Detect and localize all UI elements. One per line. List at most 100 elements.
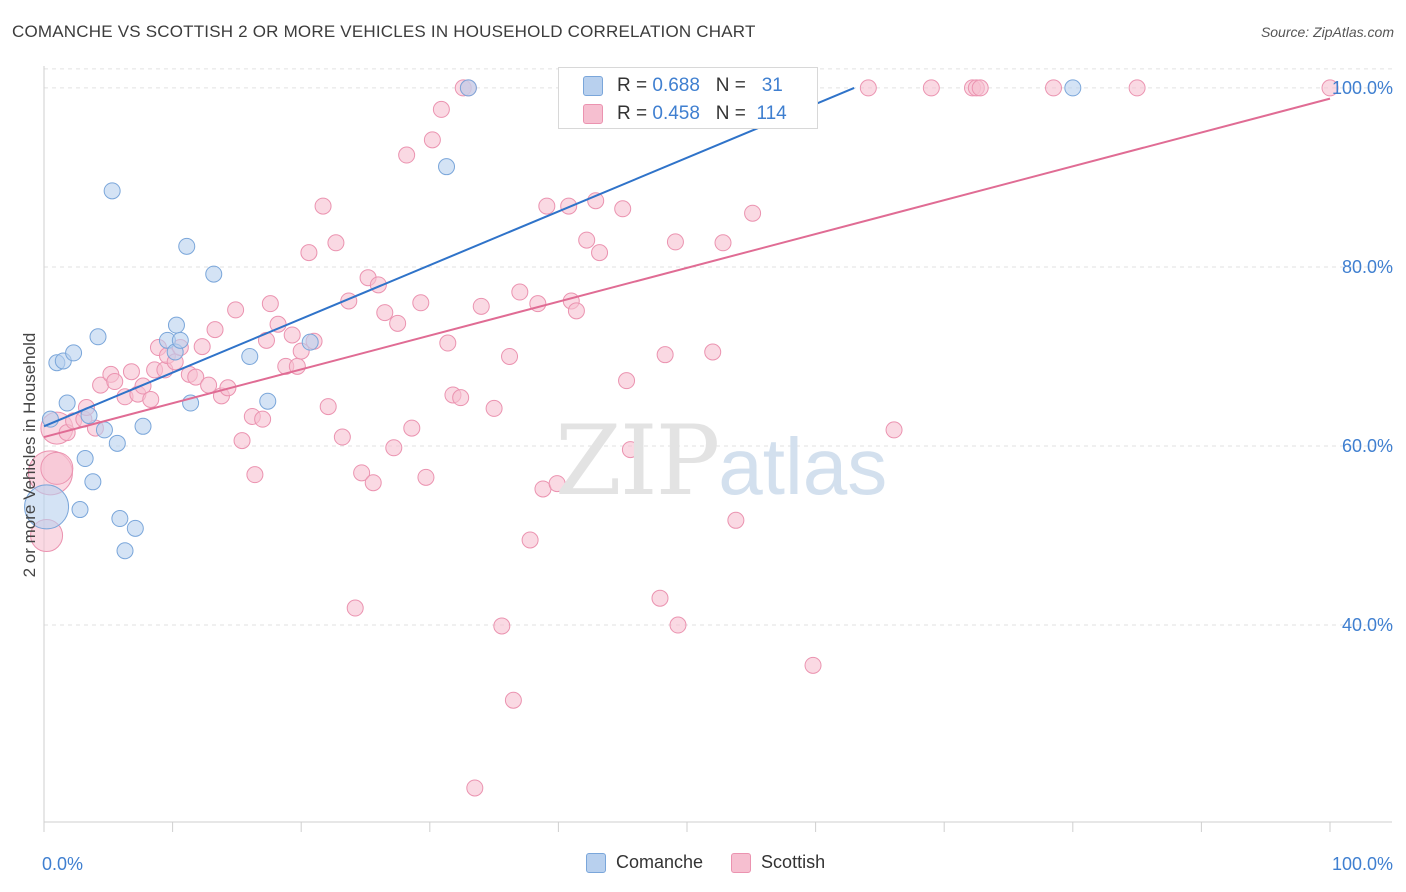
- comanche-point: [103, 182, 121, 200]
- scottish-point: [246, 466, 264, 484]
- r-value: 0.688: [652, 75, 700, 96]
- scottish-point: [614, 200, 632, 218]
- scottish-point: [511, 283, 529, 301]
- scottish-point: [283, 326, 301, 344]
- scottish-point: [254, 410, 272, 428]
- legend-label-scottish: Scottish: [761, 852, 826, 872]
- scottish-point: [651, 589, 669, 607]
- data-points: [24, 79, 1339, 797]
- r-label: R =: [617, 103, 648, 124]
- scottish-point: [744, 204, 762, 222]
- comanche-point: [134, 417, 152, 435]
- comanche-point: [1064, 79, 1082, 97]
- scottish-point: [804, 656, 822, 674]
- comanche-point: [71, 501, 89, 519]
- y-tick-label: 100.0%: [1332, 78, 1393, 98]
- scottish-point: [501, 347, 519, 365]
- n-value: 114: [756, 103, 787, 124]
- comanche-point: [111, 510, 129, 528]
- scottish-point: [193, 338, 211, 356]
- scottish-point: [327, 234, 345, 252]
- comanche-legend-swatch: [586, 852, 606, 873]
- scottish-point: [704, 343, 722, 361]
- scottish-point: [859, 79, 877, 97]
- scottish-point: [621, 441, 639, 459]
- comanche-swatch: [583, 76, 603, 96]
- comanche-point: [459, 79, 477, 97]
- watermark: ZIPatlas: [555, 405, 887, 517]
- scottish-point: [385, 439, 403, 457]
- scottish-point: [534, 480, 552, 498]
- comanche-point: [259, 392, 277, 410]
- scottish-trend-line: [43, 97, 1331, 439]
- trend-lines: [43, 86, 1331, 439]
- scottish-point: [1128, 79, 1146, 97]
- stats-text-scottish: R = 0.458 N = 114: [617, 103, 787, 125]
- scottish-point: [261, 295, 279, 313]
- tick-labels: 40.0% 60.0% 80.0% 100.0% 0.0% 100.0% 2 or more…: [20, 78, 1393, 874]
- scottish-point: [333, 428, 351, 446]
- scottish-point: [922, 79, 940, 97]
- scottish-point: [971, 79, 989, 97]
- scottish-point: [656, 346, 674, 364]
- scottish-point: [364, 474, 382, 492]
- scottish-point: [504, 691, 522, 709]
- comanche-point: [241, 347, 259, 365]
- scottish-point: [142, 390, 160, 408]
- legend-label-comanche: Comanche: [616, 852, 704, 872]
- scottish-point: [403, 419, 421, 437]
- n-label: N =: [715, 103, 746, 124]
- scottish-point: [200, 376, 218, 394]
- series-legend: Comanche Scottish: [586, 852, 853, 873]
- scottish-point: [538, 197, 556, 215]
- n-label: N =: [715, 75, 746, 96]
- scottish-point: [493, 617, 511, 635]
- scottish-point: [472, 297, 490, 315]
- scottish-point: [106, 373, 124, 391]
- watermark-atlas: atlas: [718, 422, 888, 511]
- r-value: 0.458: [652, 103, 700, 124]
- comanche-point: [301, 333, 319, 351]
- legend-item-comanche: Comanche: [586, 852, 703, 873]
- comanche-trend-line: [43, 86, 855, 428]
- comanche-point: [108, 434, 126, 452]
- scottish-point: [885, 421, 903, 439]
- comanche-point: [41, 410, 59, 428]
- scottish-point: [567, 302, 585, 320]
- comanche-point: [167, 316, 185, 334]
- scottish-point: [227, 301, 245, 319]
- chart-title: COMANCHE VS SCOTTISH 2 OR MORE VEHICLES …: [12, 22, 756, 41]
- comanche-point: [126, 519, 144, 537]
- scottish-point: [439, 334, 457, 352]
- r-label: R =: [617, 75, 648, 96]
- scottish-point: [314, 197, 332, 215]
- scottish-point: [319, 398, 337, 416]
- comanche-point: [89, 328, 107, 346]
- scottish-point: [432, 100, 450, 118]
- scottish-point: [591, 244, 609, 262]
- comanche-point: [95, 421, 113, 439]
- scottish-point: [1045, 79, 1063, 97]
- scottish-point: [40, 451, 74, 485]
- y-axis-title: 2 or more Vehicles in Household: [20, 333, 39, 578]
- scottish-point: [300, 244, 318, 262]
- source-credit: Source: ZipAtlas.com: [1260, 24, 1394, 40]
- scottish-point: [466, 779, 484, 797]
- legend-item-scottish: Scottish: [731, 852, 825, 873]
- scottish-point: [452, 389, 470, 407]
- comanche-point: [76, 450, 94, 468]
- scottish-point: [423, 131, 441, 149]
- scottish-point: [376, 304, 394, 322]
- scottish-point: [485, 399, 503, 417]
- axes: [43, 66, 1392, 832]
- scottish-point: [618, 372, 636, 390]
- comanche-point: [438, 158, 456, 176]
- scottish-point: [206, 321, 224, 339]
- scottish-point: [389, 314, 407, 332]
- y-tick-label: 40.0%: [1342, 615, 1393, 635]
- comanche-point: [58, 394, 76, 412]
- comanche-point: [178, 237, 196, 255]
- scottish-point: [412, 294, 430, 312]
- scottish-point: [669, 616, 687, 634]
